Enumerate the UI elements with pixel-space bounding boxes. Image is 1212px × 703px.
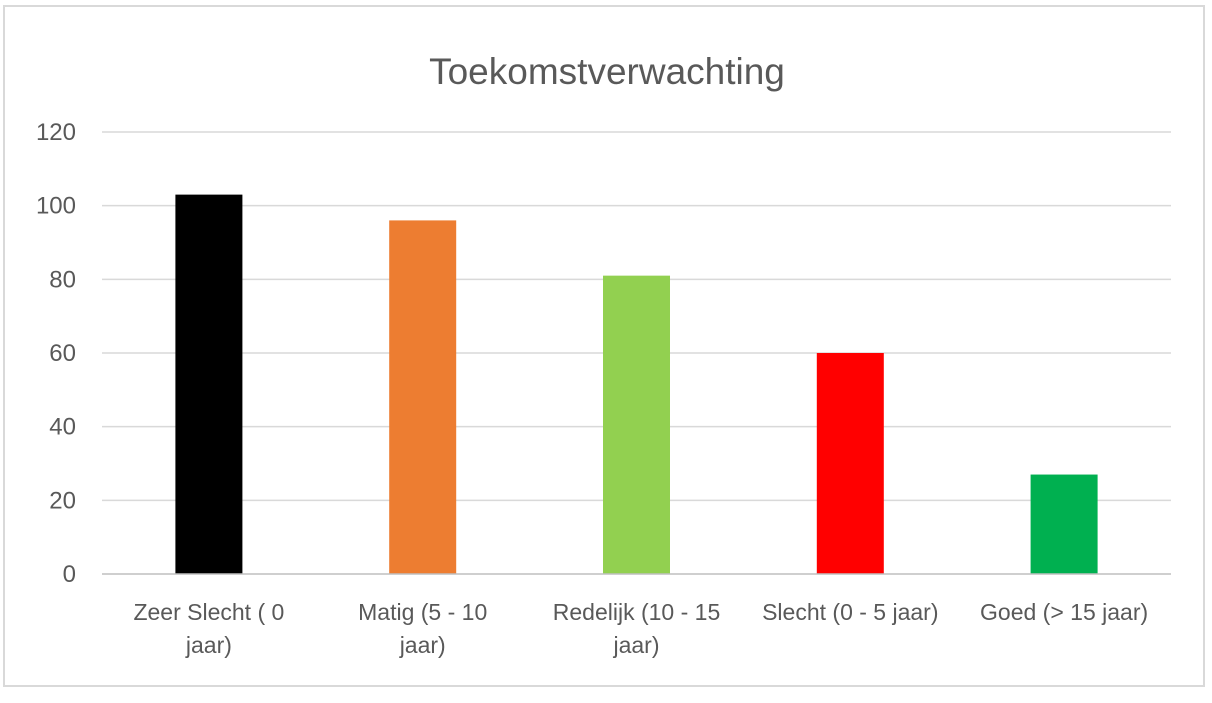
y-tick-label: 40 [49, 414, 76, 441]
bar [175, 194, 243, 574]
chart-frame: Toekomstverwachting 0 20 40 60 80 100 120 Zeer… [3, 5, 1205, 687]
chart-svg: Toekomstverwachting 0 20 40 60 80 100 120 Zeer… [36, 51, 1171, 658]
x-category-label: Slecht (0 - 5 jaar) [762, 599, 938, 625]
y-tick-label: 80 [49, 266, 76, 293]
x-category-label: Zeer Slecht ( 0 jaar) [133, 599, 284, 658]
x-category-label: Matig (5 - 10 jaar) [358, 599, 487, 658]
y-tick-label: 20 [49, 487, 76, 514]
y-axis-ticks: 0 20 40 60 80 100 120 [36, 119, 76, 588]
y-tick-label: 60 [49, 340, 76, 367]
chart-title: Toekomstverwachting [429, 51, 785, 92]
x-axis-labels: Zeer Slecht ( 0 jaar) Matig (5 - 10 jaar) Re… [133, 599, 1148, 658]
bar [389, 220, 457, 574]
y-tick-label: 120 [36, 119, 76, 146]
bar [1030, 474, 1098, 574]
y-tick-label: 100 [36, 193, 76, 220]
bar [816, 353, 884, 574]
x-category-label: Redelijk (10 - 15 jaar) [553, 599, 720, 658]
y-tick-label: 0 [63, 561, 76, 588]
bar [603, 275, 670, 574]
bars [175, 194, 1098, 574]
x-category-label: Goed (> 15 jaar) [980, 599, 1148, 625]
